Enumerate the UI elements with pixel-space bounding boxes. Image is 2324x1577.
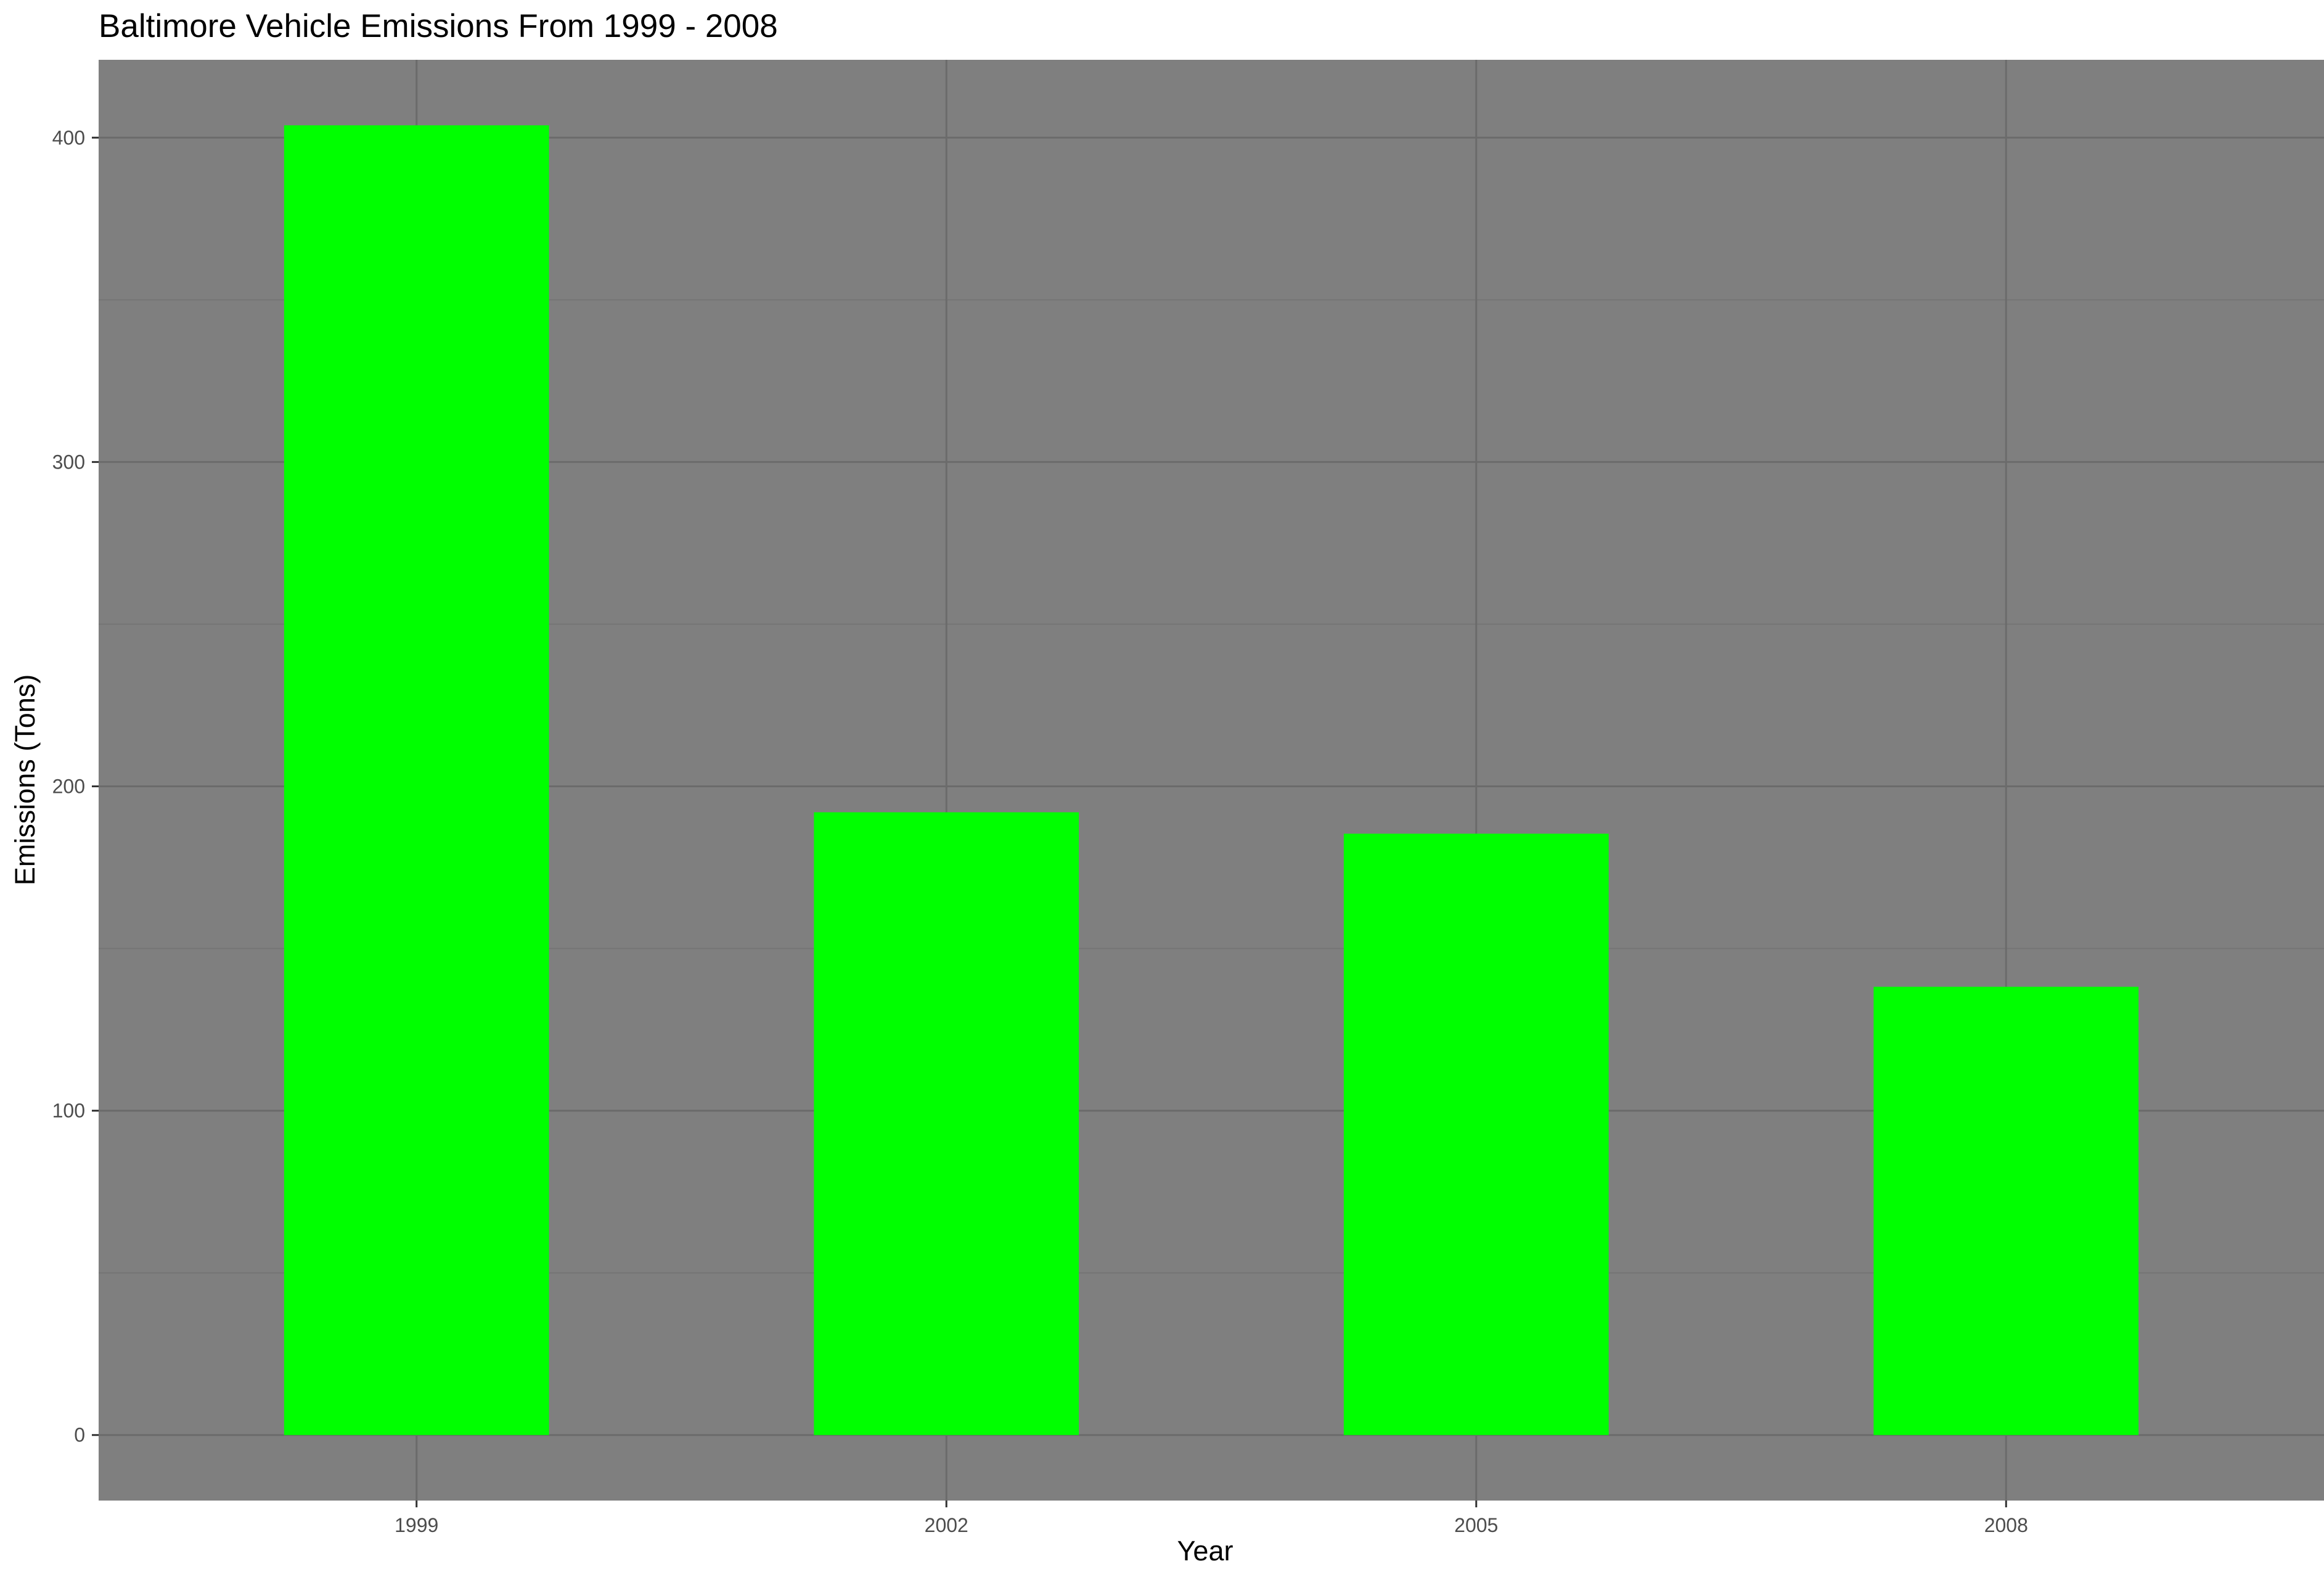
x-tick-label: 2005 <box>1454 1514 1498 1536</box>
y-tick-label: 100 <box>52 1100 85 1122</box>
x-tick-label: 1999 <box>395 1514 438 1536</box>
x-tick-label: 2002 <box>925 1514 968 1536</box>
y-tick-label: 200 <box>52 775 85 797</box>
bar-1999 <box>284 125 549 1435</box>
y-axis: 0 100 200 300 400 <box>52 126 99 1446</box>
chart-title: Baltimore Vehicle Emissions From 1999 - … <box>99 8 778 44</box>
y-tick-label: 400 <box>52 126 85 149</box>
bar-2002 <box>814 812 1079 1435</box>
x-axis: 1999 2002 2005 2008 <box>395 1501 2028 1536</box>
y-tick-label: 300 <box>52 451 85 473</box>
x-axis-title: Year <box>1177 1535 1234 1567</box>
y-axis-title: Emissions (Tons) <box>9 674 41 886</box>
y-tick-label: 0 <box>74 1424 85 1446</box>
x-tick-label: 2008 <box>1984 1514 2028 1536</box>
bar-2005 <box>1343 834 1609 1435</box>
bar-2008 <box>1873 986 2139 1435</box>
bars-group <box>284 125 2139 1435</box>
